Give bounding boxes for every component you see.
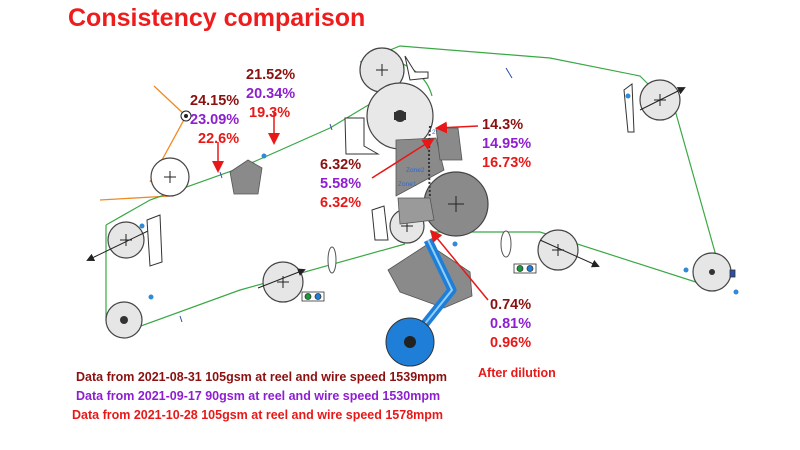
- values-top-left: 24.15% 23.09% 22.6%: [190, 92, 239, 149]
- value-2021-08-31: 21.52%: [246, 67, 296, 83]
- felt-ticks: [179, 67, 513, 323]
- zone-number: 2: [432, 129, 436, 136]
- value-2021-08-31: 24.15%: [190, 93, 240, 109]
- cylinder-detail: [120, 110, 715, 324]
- rolls: [105, 47, 732, 339]
- values-bottom-right: 0.74% 0.81% 0.96%: [490, 296, 531, 353]
- nozzles: [139, 93, 739, 300]
- zone1-label: Zone1: [398, 181, 417, 188]
- pointer-arrows: [212, 112, 489, 301]
- value-2021-08-31: 14.3%: [482, 117, 524, 133]
- headbox: [385, 238, 473, 367]
- value-2021-09-17: 14.95%: [482, 136, 532, 152]
- value-2021-09-17: 0.81%: [490, 316, 532, 332]
- value-2021-10-28: 22.6%: [198, 131, 240, 147]
- deflectors: [229, 127, 463, 197]
- value-2021-09-17: 23.09%: [190, 112, 240, 128]
- valves: [301, 263, 736, 302]
- roll-direction-arrows: [86, 87, 686, 289]
- diagram-title: Consistency comparison: [68, 4, 366, 32]
- after-dilution-label: After dilution: [478, 366, 556, 380]
- guide-ellipses: [327, 230, 512, 274]
- doctor-blades: [146, 55, 635, 267]
- legend-2021-08-31: Data from 2021-08-31 105gsm at reel and …: [76, 370, 448, 384]
- value-2021-09-17: 20.34%: [246, 86, 296, 102]
- legend-2021-09-17: Data from 2021-09-17 90gsm at reel and w…: [76, 389, 441, 403]
- value-2021-10-28: 6.32%: [320, 195, 362, 211]
- value-2021-10-28: 0.96%: [490, 335, 532, 351]
- value-2021-09-17: 5.58%: [320, 176, 362, 192]
- values-right-upper: 14.3% 14.95% 16.73%: [482, 116, 531, 173]
- forming-shoe: [397, 125, 435, 225]
- legend-2021-10-28: Data from 2021-10-28 105gsm at reel and …: [72, 408, 444, 422]
- value-2021-08-31: 6.32%: [320, 157, 362, 173]
- value-2021-10-28: 16.73%: [482, 155, 532, 171]
- values-top-middle: 21.52% 20.34% 19.3%: [246, 66, 295, 123]
- zone2-label: Zone2: [406, 167, 425, 174]
- value-2021-10-28: 19.3%: [249, 105, 291, 121]
- value-2021-08-31: 0.74%: [490, 297, 532, 313]
- values-left-middle: 6.32% 5.58% 6.32%: [320, 156, 361, 213]
